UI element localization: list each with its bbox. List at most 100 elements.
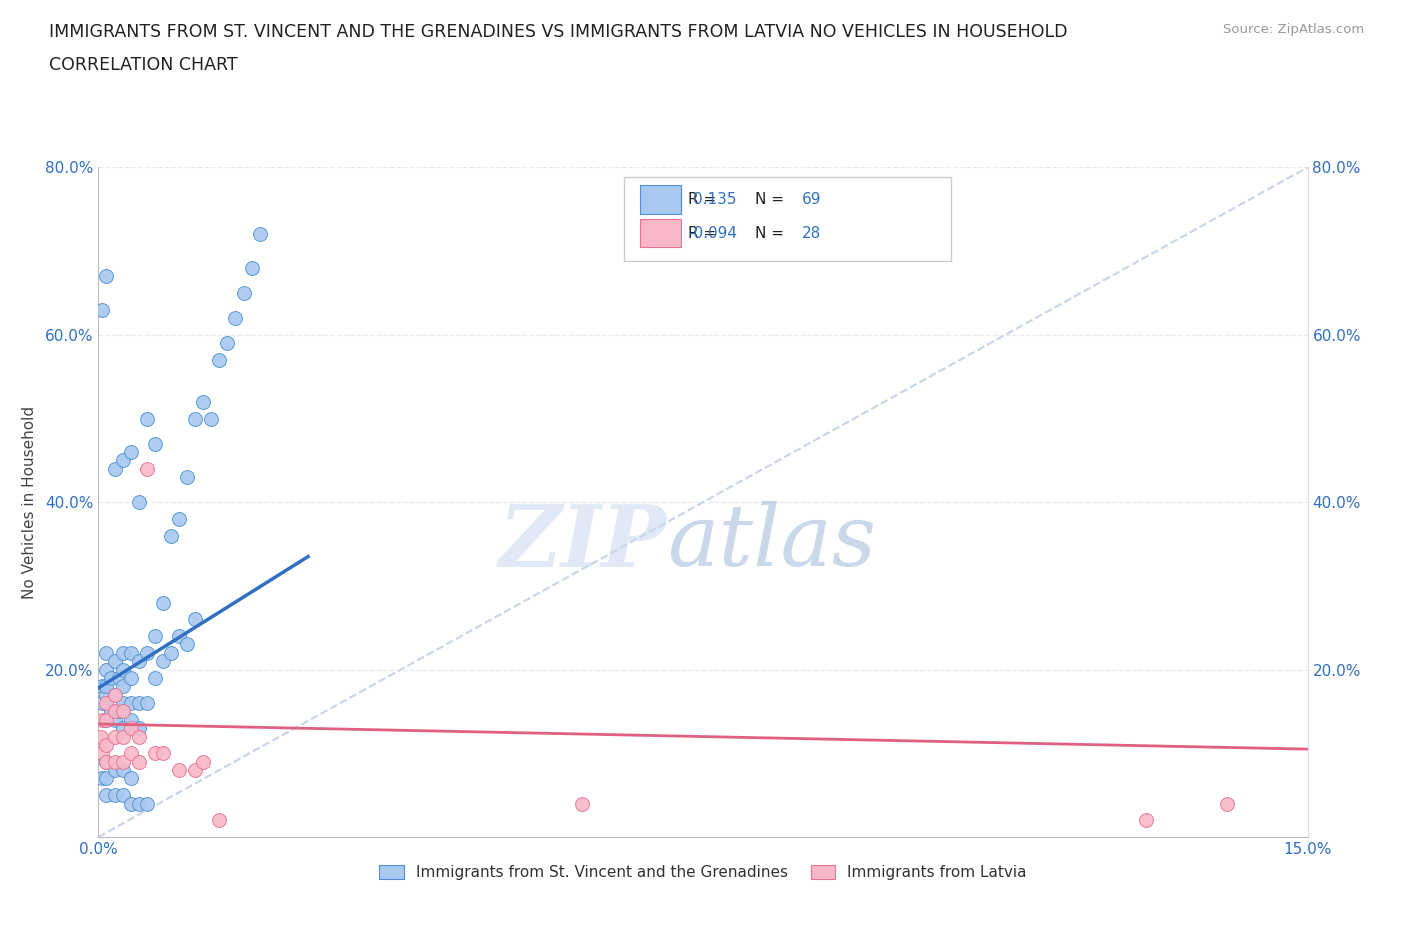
Point	[96, 754, 118, 769]
Point	[111, 754, 134, 769]
Point	[100, 671, 122, 685]
Point	[96, 737, 118, 752]
Point	[152, 654, 174, 669]
Point	[90, 729, 112, 744]
Point	[167, 763, 190, 777]
Point	[152, 746, 174, 761]
Point	[111, 645, 134, 660]
Text: -0.094: -0.094	[688, 225, 737, 241]
Point	[176, 637, 198, 652]
Point	[111, 704, 134, 719]
Point	[128, 729, 150, 744]
Point	[120, 696, 142, 711]
Point	[143, 436, 166, 451]
Point	[96, 645, 118, 660]
Point	[128, 796, 150, 811]
Point	[120, 445, 142, 459]
Y-axis label: No Vehicles in Household: No Vehicles in Household	[21, 405, 37, 599]
Point	[120, 721, 142, 736]
Point	[135, 796, 157, 811]
Point	[160, 528, 183, 543]
Point	[208, 352, 231, 367]
Point	[96, 771, 118, 786]
Point	[1216, 796, 1239, 811]
Point	[91, 746, 114, 761]
Point	[103, 763, 125, 777]
Point	[176, 470, 198, 485]
Point	[128, 696, 150, 711]
FancyBboxPatch shape	[640, 185, 682, 214]
Point	[107, 704, 129, 719]
Point	[103, 712, 125, 727]
Point	[91, 712, 114, 727]
Point	[1135, 813, 1157, 828]
Point	[120, 771, 142, 786]
Text: Source: ZipAtlas.com: Source: ZipAtlas.com	[1223, 23, 1364, 36]
Point	[111, 679, 134, 694]
Point	[120, 796, 142, 811]
Point	[111, 763, 134, 777]
Point	[107, 671, 129, 685]
Text: R =: R =	[689, 192, 717, 207]
Point	[96, 662, 118, 677]
Point	[128, 754, 150, 769]
Point	[167, 512, 190, 526]
Text: ZIP: ZIP	[499, 500, 666, 584]
Point	[103, 687, 125, 702]
Point	[143, 671, 166, 685]
Point	[143, 629, 166, 644]
Point	[249, 227, 271, 242]
Point	[103, 704, 125, 719]
Text: N =: N =	[755, 225, 785, 241]
Point	[111, 704, 134, 719]
Point	[571, 796, 593, 811]
Point	[111, 696, 134, 711]
Text: CORRELATION CHART: CORRELATION CHART	[49, 56, 238, 73]
Point	[103, 461, 125, 476]
Point	[100, 704, 122, 719]
Point	[184, 763, 207, 777]
Text: R =: R =	[689, 225, 717, 241]
Point	[96, 679, 118, 694]
Point	[91, 696, 114, 711]
Text: atlas: atlas	[666, 501, 876, 584]
Point	[135, 696, 157, 711]
Point	[96, 754, 118, 769]
Text: N =: N =	[755, 192, 785, 207]
Point	[111, 788, 134, 803]
Text: 69: 69	[801, 192, 821, 207]
Point	[120, 671, 142, 685]
Point	[96, 788, 118, 803]
Point	[96, 712, 118, 727]
Point	[120, 712, 142, 727]
Point	[193, 394, 215, 409]
FancyBboxPatch shape	[624, 178, 950, 261]
Point	[128, 654, 150, 669]
Point	[135, 461, 157, 476]
Point	[224, 311, 246, 325]
Point	[103, 687, 125, 702]
Point	[184, 411, 207, 426]
Point	[96, 696, 118, 711]
Point	[135, 411, 157, 426]
Legend: Immigrants from St. Vincent and the Grenadines, Immigrants from Latvia: Immigrants from St. Vincent and the Gren…	[373, 858, 1033, 886]
Point	[217, 336, 239, 351]
Point	[160, 645, 183, 660]
Point	[111, 453, 134, 468]
Point	[103, 654, 125, 669]
FancyBboxPatch shape	[640, 219, 682, 247]
Point	[111, 662, 134, 677]
Point	[96, 687, 118, 702]
Point	[128, 495, 150, 510]
Point	[200, 411, 222, 426]
Point	[103, 788, 125, 803]
Point	[96, 712, 118, 727]
Point	[96, 269, 118, 284]
Text: IMMIGRANTS FROM ST. VINCENT AND THE GRENADINES VS IMMIGRANTS FROM LATVIA NO VEHI: IMMIGRANTS FROM ST. VINCENT AND THE GREN…	[49, 23, 1067, 41]
Point	[208, 813, 231, 828]
Point	[240, 260, 263, 275]
Point	[103, 754, 125, 769]
Point	[120, 746, 142, 761]
Point	[128, 721, 150, 736]
Point	[120, 645, 142, 660]
